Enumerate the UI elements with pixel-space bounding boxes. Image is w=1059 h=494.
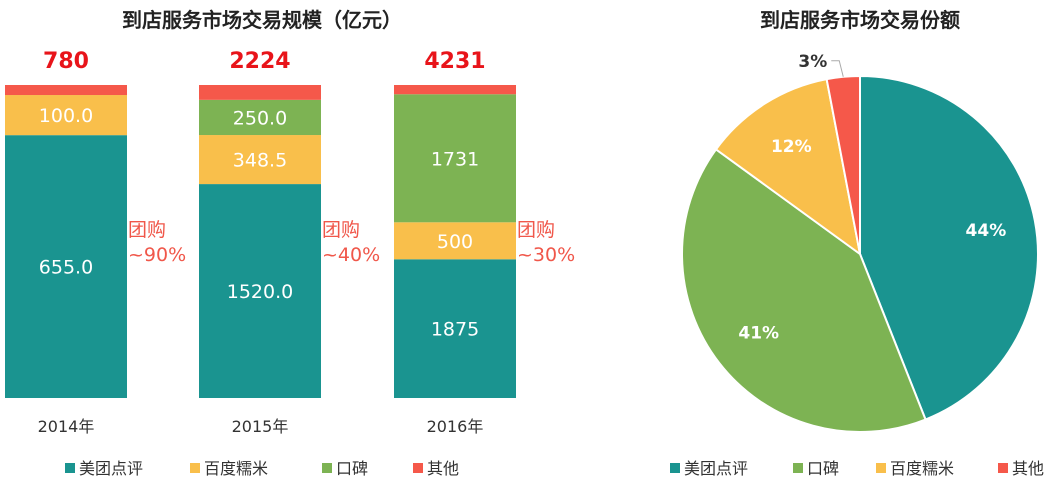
x-tick-label: 2015年 bbox=[232, 417, 289, 436]
legend-swatch bbox=[322, 463, 332, 473]
slice-label: 12% bbox=[771, 137, 812, 157]
bar-total-label: 2224 bbox=[229, 49, 290, 74]
legend-label: 百度糯米 bbox=[204, 459, 268, 478]
pie-slice bbox=[681, 147, 927, 433]
segment-label: 250.0 bbox=[233, 107, 287, 129]
bar-segment bbox=[5, 85, 127, 96]
pie-chart-title: 到店服务市场交易份额 bbox=[760, 8, 960, 32]
pie-slice bbox=[714, 77, 862, 257]
bar-segment bbox=[394, 94, 516, 223]
slice-label: 44% bbox=[966, 221, 1007, 241]
bar-segment bbox=[5, 95, 127, 136]
legend-label: 百度糯米 bbox=[890, 459, 954, 478]
annotation-line1: 团购 bbox=[128, 219, 166, 241]
legend-swatch bbox=[190, 463, 200, 473]
legend-swatch bbox=[998, 463, 1008, 473]
segment-label: 100.0 bbox=[39, 105, 93, 127]
segment-label: 1875 bbox=[431, 319, 479, 341]
annotation-line1: 团购 bbox=[322, 219, 360, 241]
legend-swatch bbox=[876, 463, 886, 473]
x-tick-label: 2016年 bbox=[427, 417, 484, 436]
bar-segment bbox=[394, 85, 516, 95]
legend-swatch bbox=[670, 463, 680, 473]
x-tick-label: 2014年 bbox=[38, 417, 95, 436]
segment-label: 348.5 bbox=[233, 150, 287, 172]
legend-swatch bbox=[413, 463, 423, 473]
slice-label: 41% bbox=[738, 324, 779, 344]
annotation-line2: ~40% bbox=[322, 244, 380, 266]
legend-label: 口碑 bbox=[807, 459, 839, 478]
legend-label: 美团点评 bbox=[79, 459, 143, 478]
legend-swatch bbox=[793, 463, 803, 473]
segment-label: 1520.0 bbox=[227, 281, 293, 303]
annotation-line2: ~90% bbox=[128, 244, 186, 266]
bar-chart-title: 到店服务市场交易规模（亿元） bbox=[122, 8, 402, 32]
segment-label: 655.0 bbox=[39, 257, 93, 279]
bar-segment bbox=[394, 222, 516, 260]
bar-segment bbox=[394, 259, 516, 398]
bar-segment bbox=[5, 135, 127, 398]
bar-total-label: 4231 bbox=[424, 49, 485, 74]
bar-segment bbox=[199, 99, 321, 136]
annotation-line2: ~30% bbox=[517, 244, 575, 266]
legend-label: 其他 bbox=[1012, 459, 1044, 478]
bar-segment bbox=[199, 135, 321, 185]
annotation-line1: 团购 bbox=[517, 219, 555, 241]
legend-swatch bbox=[65, 463, 75, 473]
legend-label: 美团点评 bbox=[684, 459, 748, 478]
leader-line bbox=[831, 60, 844, 77]
legend-label: 其他 bbox=[427, 459, 459, 478]
pie-slice bbox=[859, 74, 1039, 421]
segment-label: 500 bbox=[437, 231, 473, 253]
slice-label: 3% bbox=[798, 52, 827, 72]
bar-segment bbox=[199, 85, 321, 100]
bar-segment bbox=[199, 184, 321, 398]
legend-label: 口碑 bbox=[336, 459, 368, 478]
bar-total-label: 780 bbox=[43, 49, 89, 74]
segment-label: 1731 bbox=[431, 148, 479, 170]
